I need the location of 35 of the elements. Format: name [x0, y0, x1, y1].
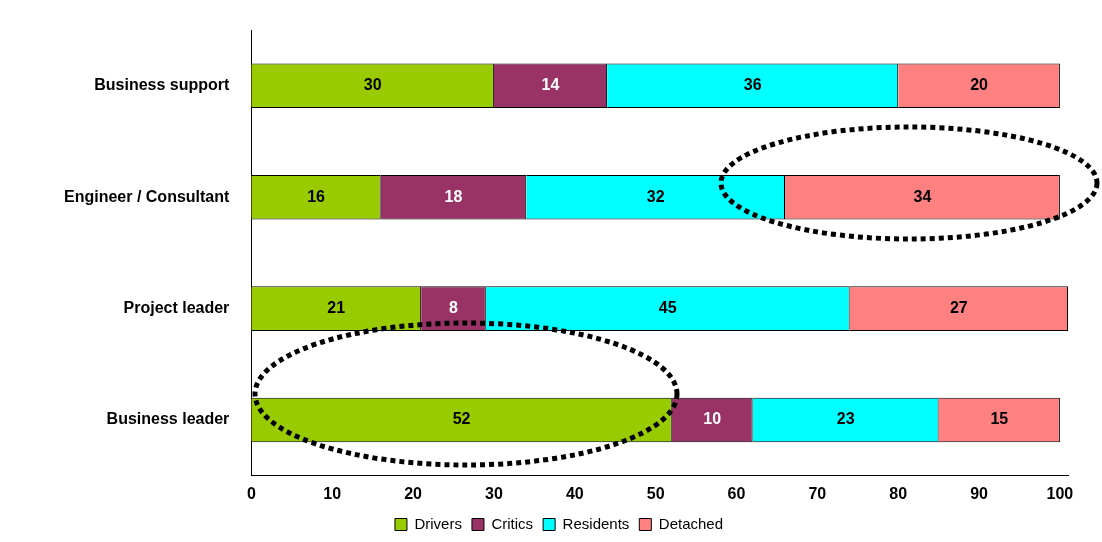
x-tick-label: 40	[565, 484, 584, 502]
data-label: 21	[327, 299, 346, 317]
x-tick-label: 90	[970, 484, 989, 502]
data-label: 45	[658, 299, 677, 317]
x-tick-label: 30	[485, 484, 503, 502]
y-tick-label: Business support	[94, 76, 231, 94]
data-label: 16	[307, 187, 326, 205]
data-label: 23	[836, 410, 855, 428]
x-tick-label: 100	[1046, 484, 1074, 502]
data-label: 30	[363, 76, 382, 94]
data-label: 32	[646, 187, 665, 205]
x-tick-label: 60	[727, 484, 746, 502]
x-tick-label: 0	[246, 484, 256, 502]
data-label: 52	[452, 410, 471, 428]
legend-label: Detached	[658, 514, 724, 532]
y-tick-label: Business leader	[106, 410, 230, 428]
x-tick-label: 80	[889, 484, 908, 502]
x-tick-label: 20	[404, 484, 423, 502]
data-label: 8	[449, 299, 459, 317]
legend-label: Drivers	[414, 514, 462, 532]
y-tick-label: Project leader	[123, 299, 230, 317]
legend-label: Critics	[491, 514, 534, 532]
x-tick-label: 10	[323, 484, 342, 502]
data-label: 18	[444, 187, 463, 205]
data-label: 36	[743, 76, 762, 94]
x-tick-label: 50	[646, 484, 665, 502]
x-tick-label: 70	[808, 484, 827, 502]
data-label: 10	[703, 410, 722, 428]
data-label: 27	[949, 299, 968, 317]
data-label: 14	[541, 76, 560, 94]
data-label: 34	[913, 187, 932, 205]
data-label: 15	[990, 410, 1009, 428]
data-label: 20	[970, 76, 989, 94]
y-tick-label: Engineer / Consultant	[64, 187, 231, 205]
legend-label: Residents	[562, 514, 630, 532]
